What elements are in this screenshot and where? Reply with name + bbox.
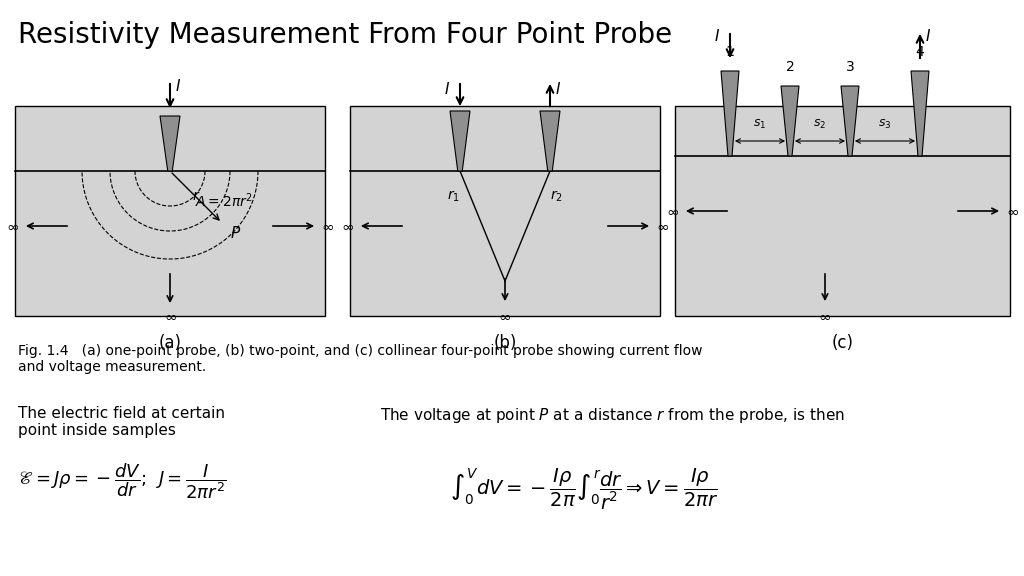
Text: $\int_0^V dV = -\dfrac{I\rho}{2\pi}\int_0^r \dfrac{dr}{r^2} \Rightarrow V = \dfr: $\int_0^V dV = -\dfrac{I\rho}{2\pi}\int_… bbox=[450, 466, 718, 511]
Text: $\infty$: $\infty$ bbox=[666, 203, 679, 218]
Text: 1: 1 bbox=[726, 45, 734, 59]
Text: $I$: $I$ bbox=[175, 78, 181, 94]
Text: $\infty$: $\infty$ bbox=[499, 309, 512, 324]
Text: $I$: $I$ bbox=[925, 28, 931, 44]
Text: $A = 2\pi r^2$: $A = 2\pi r^2$ bbox=[195, 192, 253, 210]
Text: $s_1$: $s_1$ bbox=[754, 118, 767, 131]
Text: $\infty$: $\infty$ bbox=[321, 218, 334, 233]
FancyBboxPatch shape bbox=[350, 106, 660, 316]
Polygon shape bbox=[540, 111, 560, 171]
Text: The voltage at point $P$ at a distance $r$ from the probe, is then: The voltage at point $P$ at a distance $… bbox=[380, 406, 845, 425]
Polygon shape bbox=[911, 71, 929, 156]
Polygon shape bbox=[781, 86, 799, 156]
Text: The electric field at certain
point inside samples: The electric field at certain point insi… bbox=[18, 406, 225, 438]
Polygon shape bbox=[721, 71, 739, 156]
Text: $r_2$: $r_2$ bbox=[550, 189, 563, 204]
Text: $\mathscr{E} = J\rho = -\dfrac{dV}{dr}$;  $J = \dfrac{I}{2\pi r^2}$: $\mathscr{E} = J\rho = -\dfrac{dV}{dr}$;… bbox=[18, 461, 226, 501]
Text: $I$: $I$ bbox=[444, 81, 450, 97]
Text: $\infty$: $\infty$ bbox=[164, 309, 176, 324]
Text: $s_3$: $s_3$ bbox=[879, 118, 892, 131]
Text: 3: 3 bbox=[846, 60, 854, 74]
Text: (c): (c) bbox=[831, 334, 853, 352]
Text: 2: 2 bbox=[785, 60, 795, 74]
Text: Resistivity Measurement From Four Point Probe: Resistivity Measurement From Four Point … bbox=[18, 21, 672, 49]
Text: $r_1$: $r_1$ bbox=[447, 189, 460, 204]
Text: $P$: $P$ bbox=[230, 225, 242, 241]
Text: $\infty$: $\infty$ bbox=[341, 218, 354, 233]
Text: $s_2$: $s_2$ bbox=[813, 118, 826, 131]
Text: $\infty$: $\infty$ bbox=[656, 218, 669, 233]
Polygon shape bbox=[160, 116, 180, 171]
Text: Fig. 1.4   (a) one-point probe, (b) two-point, and (c) collinear four-point prob: Fig. 1.4 (a) one-point probe, (b) two-po… bbox=[18, 344, 702, 374]
FancyBboxPatch shape bbox=[675, 106, 1010, 316]
Text: 4: 4 bbox=[915, 45, 925, 59]
Text: (a): (a) bbox=[159, 334, 181, 352]
Text: $I$: $I$ bbox=[714, 28, 720, 44]
Text: (b): (b) bbox=[494, 334, 517, 352]
FancyBboxPatch shape bbox=[15, 106, 325, 316]
Text: $\infty$: $\infty$ bbox=[1006, 203, 1019, 218]
Text: $I$: $I$ bbox=[555, 81, 561, 97]
Polygon shape bbox=[450, 111, 470, 171]
Text: $r$: $r$ bbox=[193, 189, 201, 203]
Text: $\infty$: $\infty$ bbox=[818, 309, 831, 324]
Text: $\infty$: $\infty$ bbox=[6, 218, 19, 233]
Polygon shape bbox=[841, 86, 859, 156]
